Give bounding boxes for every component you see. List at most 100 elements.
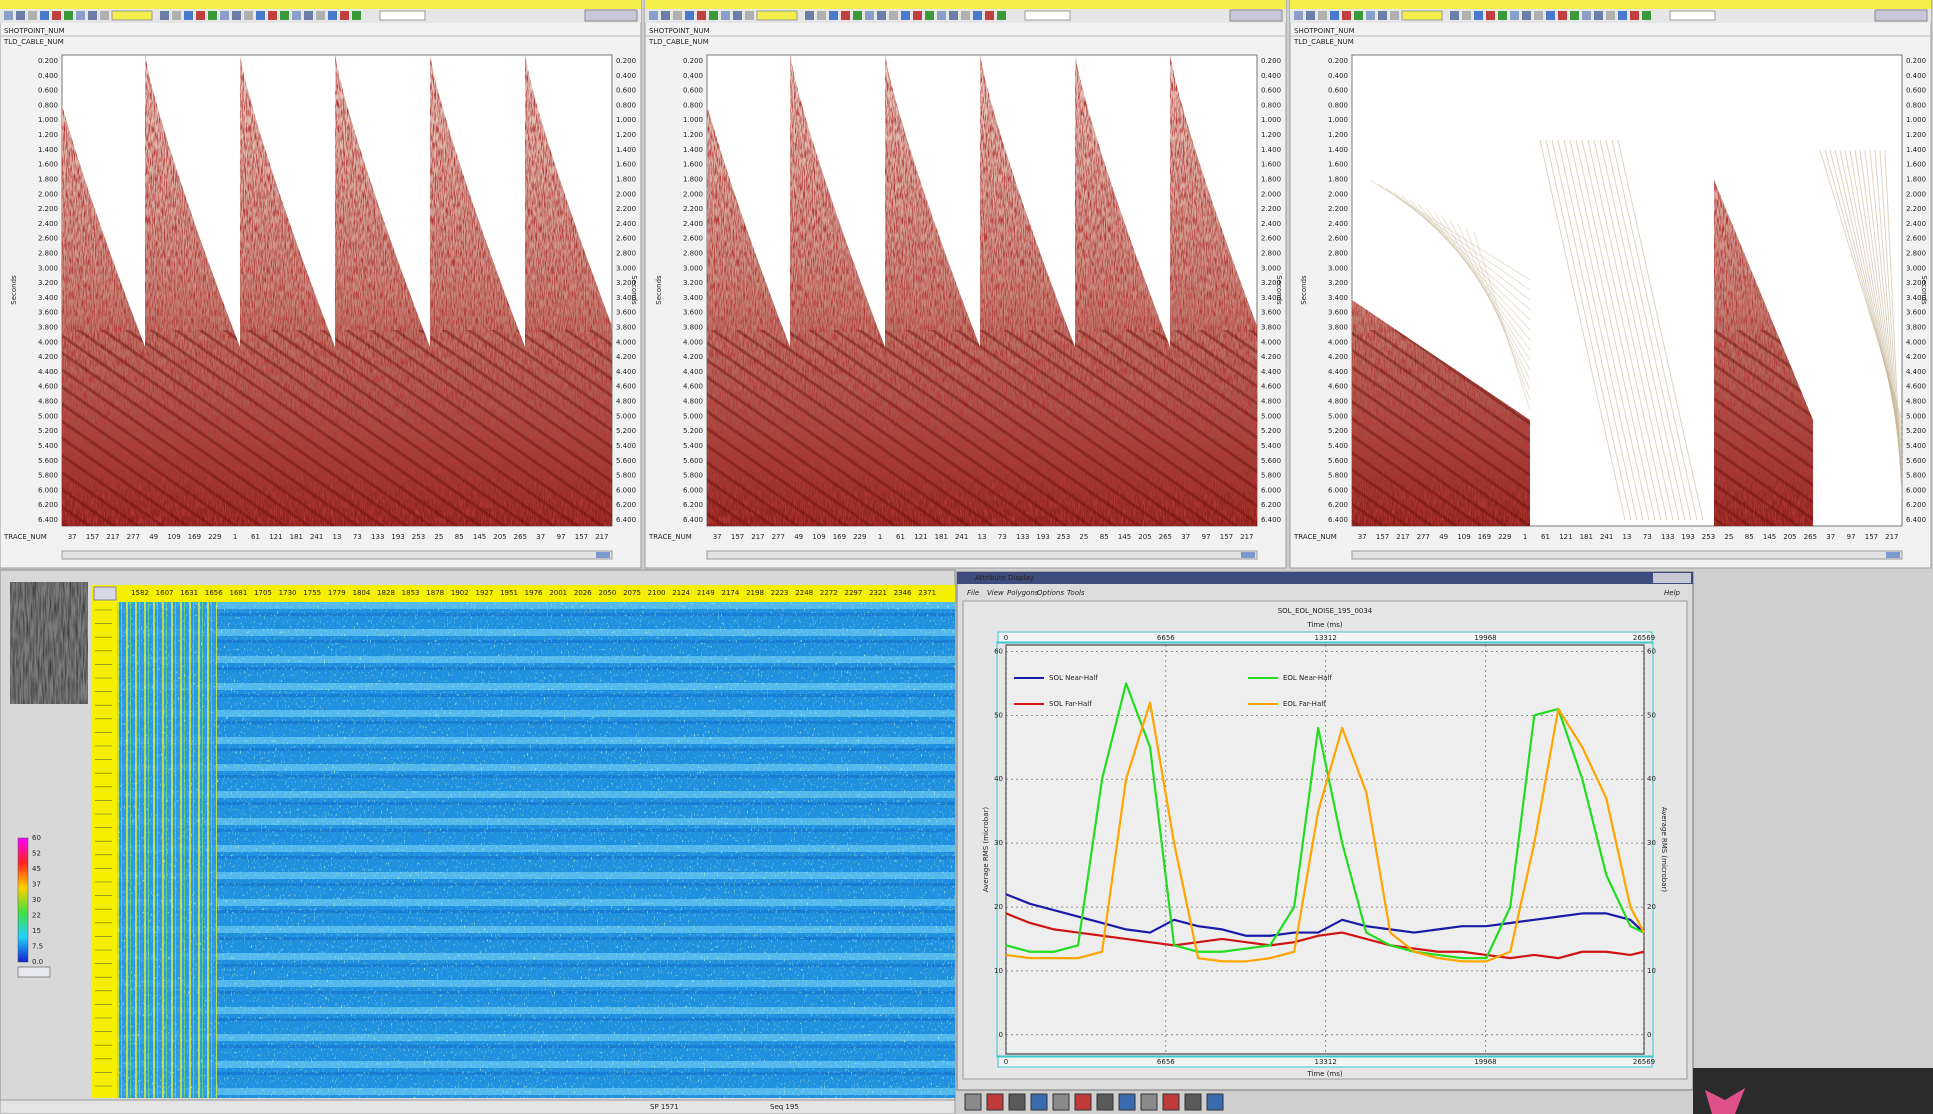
- toolbar-button[interactable]: [1630, 11, 1639, 20]
- toolbar-button[interactable]: [1558, 11, 1567, 20]
- toolbar-button[interactable]: [76, 11, 85, 20]
- toolbar-button[interactable]: [1366, 11, 1375, 20]
- tool-icon[interactable]: [1009, 1094, 1025, 1110]
- toolbar-button[interactable]: [1450, 11, 1459, 20]
- toolbar-button[interactable]: [1546, 11, 1555, 20]
- tool-icon[interactable]: [1119, 1094, 1135, 1110]
- toolbar-button[interactable]: [661, 11, 670, 20]
- toolbar-button[interactable]: [28, 11, 37, 20]
- window-buttons[interactable]: [585, 10, 637, 21]
- toolbar-button[interactable]: [100, 11, 109, 20]
- window-buttons[interactable]: [1230, 10, 1282, 21]
- toolbar-button[interactable]: [841, 11, 850, 20]
- toolbar-button[interactable]: [997, 11, 1006, 20]
- toolbar-button[interactable]: [1330, 11, 1339, 20]
- menu-item[interactable]: Tools: [1067, 589, 1085, 597]
- scrollbar[interactable]: [1352, 551, 1902, 559]
- toolbar-button[interactable]: [985, 11, 994, 20]
- toolbar-button[interactable]: [316, 11, 325, 20]
- zoom-field[interactable]: [1402, 11, 1442, 20]
- toolbar-button[interactable]: [1342, 11, 1351, 20]
- toolbar-button[interactable]: [829, 11, 838, 20]
- tool-icon[interactable]: [987, 1094, 1003, 1110]
- menu-item[interactable]: Options: [1037, 589, 1064, 597]
- toolbar-button[interactable]: [1306, 11, 1315, 20]
- toolbar-button[interactable]: [40, 11, 49, 20]
- toolbar-button[interactable]: [1570, 11, 1579, 20]
- scrollbar-thumb[interactable]: [1241, 552, 1255, 558]
- toolbar-button[interactable]: [340, 11, 349, 20]
- toolbar-button[interactable]: [292, 11, 301, 20]
- toolbar-button[interactable]: [244, 11, 253, 20]
- toolbar-button[interactable]: [1378, 11, 1387, 20]
- toolbar-button[interactable]: [256, 11, 265, 20]
- colorbar-button[interactable]: [18, 967, 50, 977]
- toolbar-button[interactable]: [937, 11, 946, 20]
- view-dropdown[interactable]: [1025, 11, 1070, 20]
- toolbar-button[interactable]: [1510, 11, 1519, 20]
- toolbar-button[interactable]: [745, 11, 754, 20]
- toolbar-button[interactable]: [64, 11, 73, 20]
- zoom-field[interactable]: [112, 11, 152, 20]
- toolbar-button[interactable]: [697, 11, 706, 20]
- scrollbar-thumb[interactable]: [1886, 552, 1900, 558]
- toolbar-button[interactable]: [208, 11, 217, 20]
- legend-label[interactable]: SOL Near-Half: [1049, 674, 1098, 682]
- toolbar-button[interactable]: [1294, 11, 1303, 20]
- toolbar-button[interactable]: [721, 11, 730, 20]
- view-dropdown[interactable]: [380, 11, 425, 20]
- view-dropdown[interactable]: [1670, 11, 1715, 20]
- toolbar-button[interactable]: [4, 11, 13, 20]
- legend-label[interactable]: EOL Near-Half: [1283, 674, 1332, 682]
- toolbar-button[interactable]: [877, 11, 886, 20]
- toolbar-button[interactable]: [352, 11, 361, 20]
- toolbar-button[interactable]: [328, 11, 337, 20]
- toolbar-button[interactable]: [16, 11, 25, 20]
- toolbar-button[interactable]: [889, 11, 898, 20]
- scrollbar[interactable]: [62, 551, 612, 559]
- toolbar-button[interactable]: [172, 11, 181, 20]
- toolbar-button[interactable]: [925, 11, 934, 20]
- toolbar-button[interactable]: [1534, 11, 1543, 20]
- tool-icon[interactable]: [965, 1094, 981, 1110]
- legend-label[interactable]: SOL Far-Half: [1049, 700, 1092, 708]
- legend-label[interactable]: EOL Far-Half: [1283, 700, 1326, 708]
- tool-icon[interactable]: [1141, 1094, 1157, 1110]
- toolbar-button[interactable]: [1474, 11, 1483, 20]
- toolbar-button[interactable]: [733, 11, 742, 20]
- toolbar-button[interactable]: [709, 11, 718, 20]
- window-buttons[interactable]: [1875, 10, 1927, 21]
- toolbar-button[interactable]: [160, 11, 169, 20]
- toolbar-button[interactable]: [1498, 11, 1507, 20]
- toolbar-button[interactable]: [196, 11, 205, 20]
- toolbar-button[interactable]: [304, 11, 313, 20]
- toolbar-button[interactable]: [232, 11, 241, 20]
- toolbar-button[interactable]: [268, 11, 277, 20]
- menu-item[interactable]: Polygons: [1007, 589, 1039, 597]
- toolbar-button[interactable]: [865, 11, 874, 20]
- toolbar-button[interactable]: [673, 11, 682, 20]
- zoom-field[interactable]: [757, 11, 797, 20]
- toolbar-button[interactable]: [1354, 11, 1363, 20]
- toolbar-button[interactable]: [685, 11, 694, 20]
- toolbar-button[interactable]: [184, 11, 193, 20]
- tool-icon[interactable]: [1097, 1094, 1113, 1110]
- toolbar-button[interactable]: [88, 11, 97, 20]
- tool-icon[interactable]: [1031, 1094, 1047, 1110]
- tool-icon[interactable]: [1163, 1094, 1179, 1110]
- toolbar-button[interactable]: [1390, 11, 1399, 20]
- toolbar-button[interactable]: [949, 11, 958, 20]
- toolbar-button[interactable]: [220, 11, 229, 20]
- toolbar-button[interactable]: [1618, 11, 1627, 20]
- toolbar-button[interactable]: [853, 11, 862, 20]
- toolbar-button[interactable]: [1318, 11, 1327, 20]
- toolbar-button[interactable]: [961, 11, 970, 20]
- tool-icon[interactable]: [1075, 1094, 1091, 1110]
- toolbar-button[interactable]: [52, 11, 61, 20]
- toolbar-button[interactable]: [973, 11, 982, 20]
- toolbar-button[interactable]: [1486, 11, 1495, 20]
- toolbar-button[interactable]: [913, 11, 922, 20]
- toolbar-button[interactable]: [817, 11, 826, 20]
- toolbar-button[interactable]: [1462, 11, 1471, 20]
- window-controls[interactable]: [1653, 573, 1691, 583]
